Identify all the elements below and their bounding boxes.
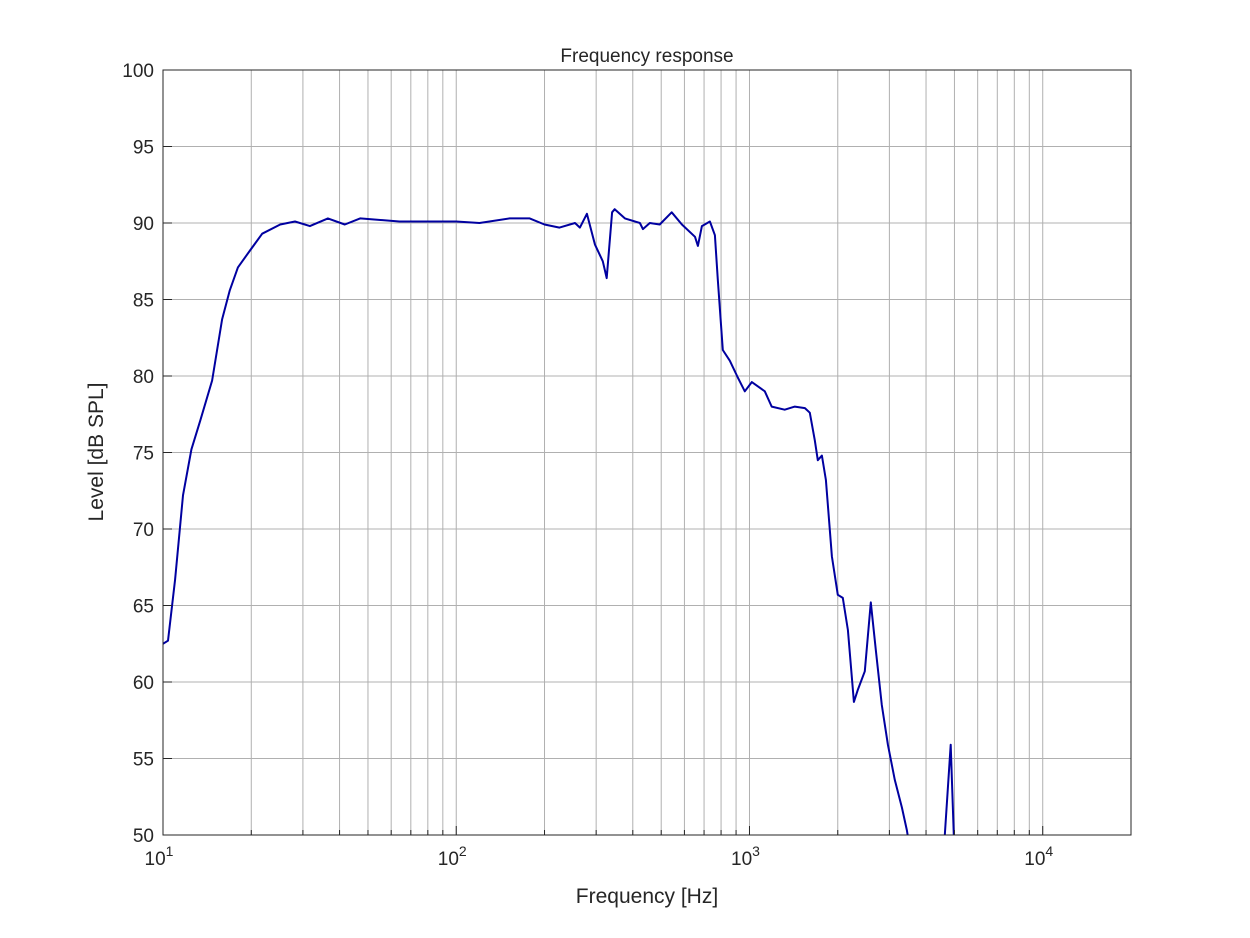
y-axis-label: Level [dB SPL] (85, 383, 108, 522)
x-tick-label: 102 (438, 843, 467, 870)
frequency-response-line (163, 208, 955, 835)
ticks: 50 55 60 65 70 75 80 85 90 95 100 101 102 103 104 (122, 61, 1053, 870)
series-group (163, 208, 955, 835)
y-tick-label: 90 (133, 214, 154, 235)
y-tick-label: 50 (133, 826, 154, 847)
y-tick-label: 65 (133, 597, 154, 618)
chart-title: Frequency response (560, 46, 733, 67)
x-axis-label: Frequency [Hz] (576, 885, 718, 908)
x-tick-label: 103 (731, 843, 760, 870)
y-tick-label: 75 (133, 444, 154, 465)
y-tick-label: 80 (133, 367, 154, 388)
y-tick-label: 55 (133, 750, 154, 771)
y-tick-label: 95 (133, 138, 154, 159)
y-tick-label: 100 (122, 61, 154, 82)
y-tick-label: 85 (133, 291, 154, 312)
x-tick-label: 104 (1024, 843, 1053, 870)
y-tick-label: 60 (133, 673, 154, 694)
grid (163, 70, 1131, 835)
x-tick-label: 101 (145, 843, 174, 870)
y-tick-label: 70 (133, 520, 154, 541)
